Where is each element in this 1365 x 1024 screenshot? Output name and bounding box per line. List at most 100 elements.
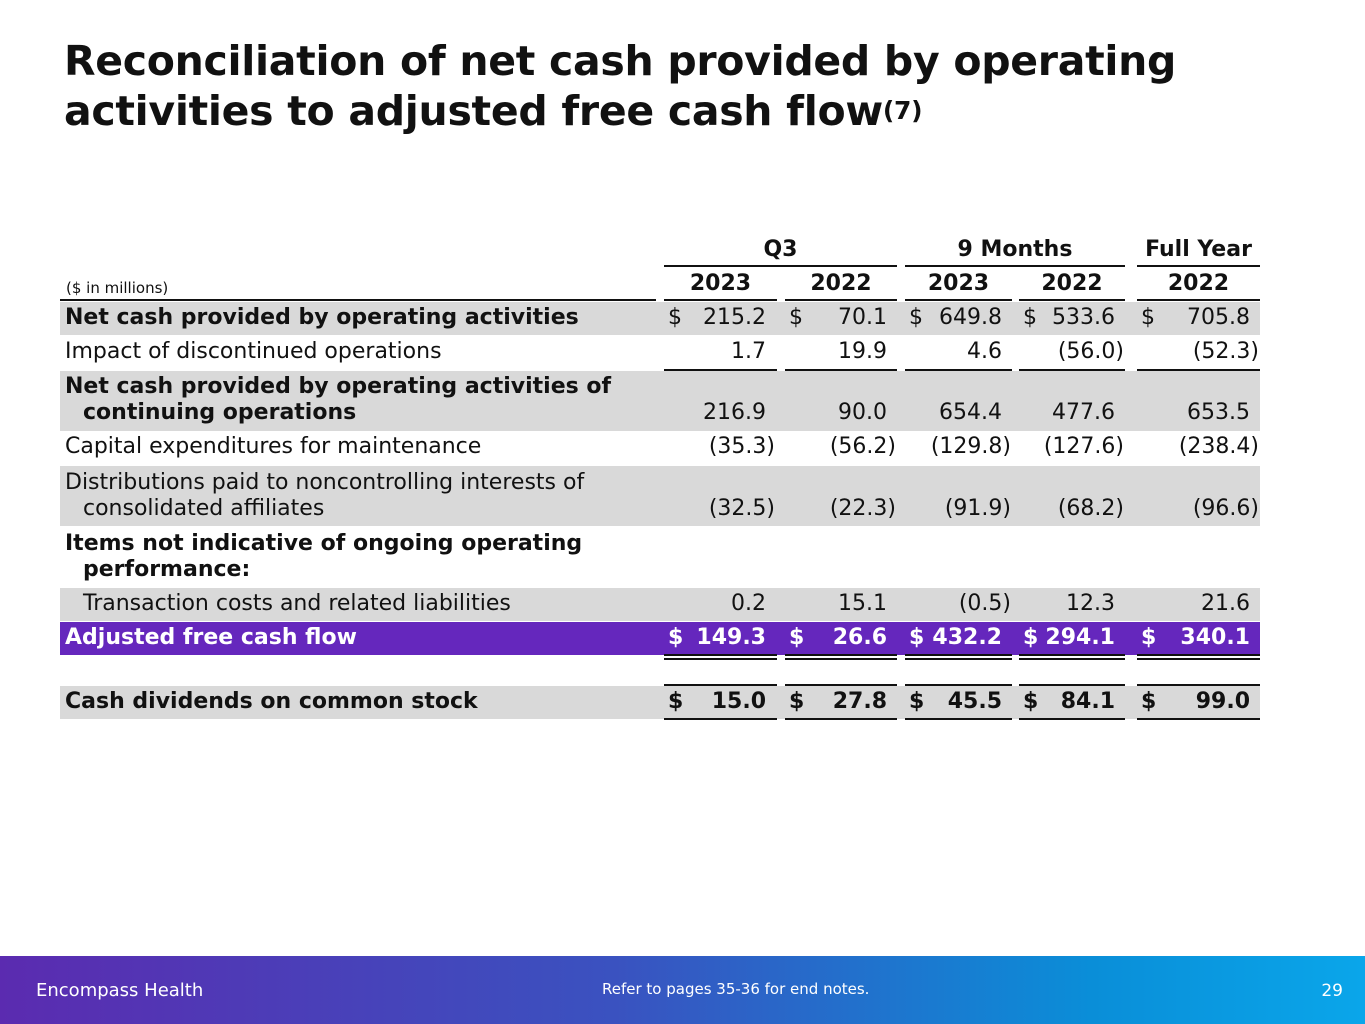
group-header-q3: Q3 — [763, 237, 798, 262]
page-title: Reconciliation of net cash provided by o… — [64, 36, 1264, 142]
total-double-rule-4a — [1019, 654, 1125, 656]
row-band-net-cash-ops — [60, 302, 1260, 335]
cell-dividends-fy-2022: 99.0 — [1195, 689, 1250, 714]
cell-discontinued-9m-2022: (56.0) — [1057, 339, 1124, 364]
row-label-discontinued: Impact of discontinued operations — [65, 339, 442, 364]
cell-capex-9m-2023: (129.8) — [930, 434, 1011, 459]
total-double-rule-4b — [1019, 658, 1125, 660]
group-underline-q3 — [664, 265, 897, 267]
header-rule-5 — [1137, 299, 1260, 301]
units-label: ($ in millions) — [66, 279, 169, 297]
row-label-items-header-line2: performance: — [83, 557, 251, 582]
cell-net-cash-ops-q3-2023: 215.2 — [703, 305, 766, 330]
total-double-rule-2a — [785, 654, 897, 656]
dollar-sign: $ — [1141, 305, 1155, 330]
row-label-transaction: Transaction costs and related liabilitie… — [83, 591, 511, 616]
cell-net-cash-cont-q3-2023: 216.9 — [703, 400, 766, 425]
cell-net-cash-ops-fy-2022: 705.8 — [1187, 305, 1250, 330]
cell-dividends-9m-2022: 84.1 — [1060, 689, 1115, 714]
group-underline-full-year — [1137, 265, 1260, 267]
dollar-sign: $ — [909, 689, 925, 714]
title-line-2-text: activities to adjusted free cash flow — [64, 87, 883, 135]
dividends-top-rule-1 — [664, 684, 777, 686]
dollar-sign: $ — [668, 689, 684, 714]
dividends-bottom-rule-3 — [905, 718, 1012, 720]
cell-dividends-q3-2023: 15.0 — [711, 689, 766, 714]
row-label-items-header-line1: Items not indicative of ongoing operatin… — [65, 531, 583, 556]
cell-net-cash-cont-q3-2022: 90.0 — [838, 400, 887, 425]
dividends-top-rule-3 — [905, 684, 1012, 686]
dollar-sign: $ — [1141, 625, 1157, 650]
row-label-distributions: Distributions paid to noncontrolling int… — [65, 470, 584, 522]
row-band-net-cash-cont — [60, 371, 1260, 431]
header-rule-4 — [1019, 299, 1125, 301]
year-header-q3-2023: 2023 — [689, 271, 752, 296]
total-double-rule-1a — [664, 654, 777, 656]
group-underline-9-months — [905, 265, 1125, 267]
dollar-sign: $ — [668, 625, 684, 650]
cell-discontinued-q3-2022: 19.9 — [838, 339, 887, 364]
dollar-sign: $ — [789, 305, 803, 330]
cell-adjusted-fcf-q3-2022: 26.6 — [832, 625, 887, 650]
dollar-sign: $ — [789, 689, 805, 714]
group-header-9-months: 9 Months — [957, 237, 1073, 262]
dividends-bottom-rule-5 — [1137, 718, 1260, 720]
cell-distributions-q3-2023: (32.5) — [708, 496, 775, 521]
cell-dividends-9m-2023: 45.5 — [947, 689, 1002, 714]
row-band-distributions — [60, 466, 1260, 526]
dollar-sign: $ — [668, 305, 682, 330]
row-label-net-cash-cont-line2: continuing operations — [83, 400, 357, 425]
dividends-top-rule-2 — [785, 684, 897, 686]
cell-distributions-9m-2023: (91.9) — [944, 496, 1011, 521]
total-double-rule-5a — [1137, 654, 1260, 656]
cell-discontinued-fy-2022: (52.3) — [1192, 339, 1259, 364]
dollar-sign: $ — [1023, 305, 1037, 330]
dividends-bottom-rule-4 — [1019, 718, 1125, 720]
cell-transaction-9m-2023: (0.5) — [958, 591, 1011, 616]
header-rule-2 — [785, 299, 897, 301]
row-label-net-cash-cont-line1: Net cash provided by operating activitie… — [65, 374, 612, 399]
cell-adjusted-fcf-fy-2022: 340.1 — [1180, 625, 1250, 650]
dollar-sign: $ — [1141, 689, 1157, 714]
group-header-full-year: Full Year — [1145, 237, 1252, 262]
dividends-top-rule-4 — [1019, 684, 1125, 686]
cell-net-cash-cont-fy-2022: 653.5 — [1187, 400, 1250, 425]
dividends-top-rule-5 — [1137, 684, 1260, 686]
total-double-rule-1b — [664, 658, 777, 660]
total-double-rule-3b — [905, 658, 1012, 660]
cell-net-cash-ops-9m-2022: 533.6 — [1052, 305, 1115, 330]
total-double-rule-3a — [905, 654, 1012, 656]
year-header-fy-2022: 2022 — [1167, 271, 1230, 296]
row-label-net-cash-cont: Net cash provided by operating activitie… — [65, 374, 611, 426]
row-label-adjusted-fcf: Adjusted free cash flow — [65, 625, 357, 650]
dollar-sign: $ — [1023, 625, 1039, 650]
total-double-rule-2b — [785, 658, 897, 660]
cell-distributions-9m-2022: (68.2) — [1057, 496, 1124, 521]
row-label-dividends: Cash dividends on common stock — [65, 689, 478, 714]
cell-net-cash-ops-9m-2023: 649.8 — [939, 305, 1002, 330]
dividends-bottom-rule-2 — [785, 718, 897, 720]
cell-capex-q3-2022: (56.2) — [829, 434, 896, 459]
subtotal-rule-4 — [1019, 369, 1125, 371]
cell-transaction-fy-2022: 21.6 — [1201, 591, 1250, 616]
header-rule-3 — [905, 299, 1012, 301]
header-rule-label — [60, 299, 656, 301]
cell-net-cash-cont-9m-2023: 654.4 — [939, 400, 1002, 425]
footer-endnote-reference: Refer to pages 35-36 for end notes. — [602, 980, 870, 998]
row-label-distributions-line2: consolidated affiliates — [83, 496, 325, 521]
cell-adjusted-fcf-q3-2023: 149.3 — [696, 625, 766, 650]
page-number: 29 — [1321, 981, 1343, 1001]
title-line-1: Reconciliation of net cash provided by o… — [64, 37, 1177, 85]
row-label-items-header: Items not indicative of ongoing operatin… — [65, 531, 582, 583]
total-double-rule-5b — [1137, 658, 1260, 660]
cell-net-cash-cont-9m-2022: 477.6 — [1052, 400, 1115, 425]
header-rule-1 — [664, 299, 777, 301]
cell-net-cash-ops-q3-2022: 70.1 — [838, 305, 887, 330]
row-label-capex: Capital expenditures for maintenance — [65, 434, 482, 459]
subtotal-rule-3 — [905, 369, 1012, 371]
row-band-adjusted-fcf — [60, 622, 1260, 655]
subtotal-rule-2 — [785, 369, 897, 371]
reconciliation-table: Q3 9 Months Full Year ($ in millions) 20… — [60, 237, 1260, 720]
dollar-sign: $ — [789, 625, 805, 650]
cell-capex-9m-2022: (127.6) — [1043, 434, 1124, 459]
